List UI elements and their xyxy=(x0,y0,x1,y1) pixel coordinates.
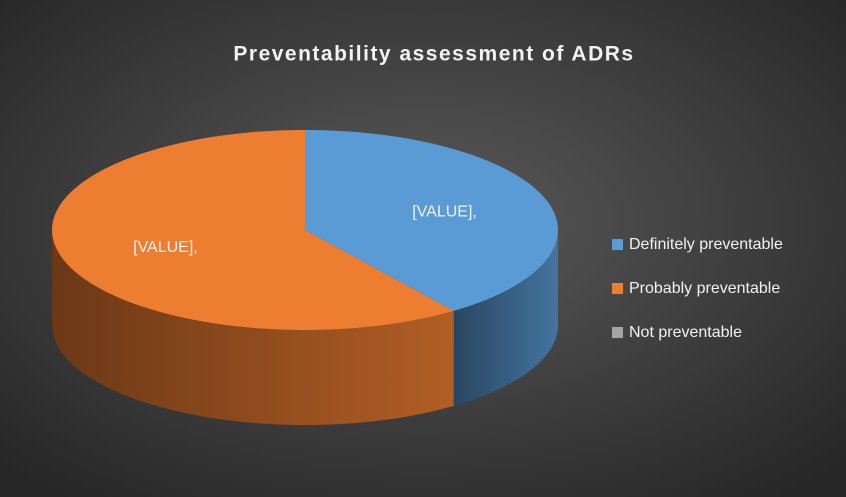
legend-swatch xyxy=(612,283,623,294)
data-label: [VALUE], xyxy=(133,239,198,256)
legend-label: Not preventable xyxy=(629,324,742,341)
legend-swatch xyxy=(612,239,623,250)
legend-swatch xyxy=(612,327,623,338)
slice xyxy=(52,130,454,330)
data-label: [VALUE], xyxy=(412,203,477,220)
chart-title: Preventability assessment of ADRs xyxy=(233,43,634,66)
slice xyxy=(305,130,558,311)
legend-label: Definitely preventable xyxy=(629,236,783,253)
slice-side xyxy=(52,230,454,425)
legend-label: Probably preventable xyxy=(629,280,780,297)
slice-side xyxy=(453,230,558,406)
